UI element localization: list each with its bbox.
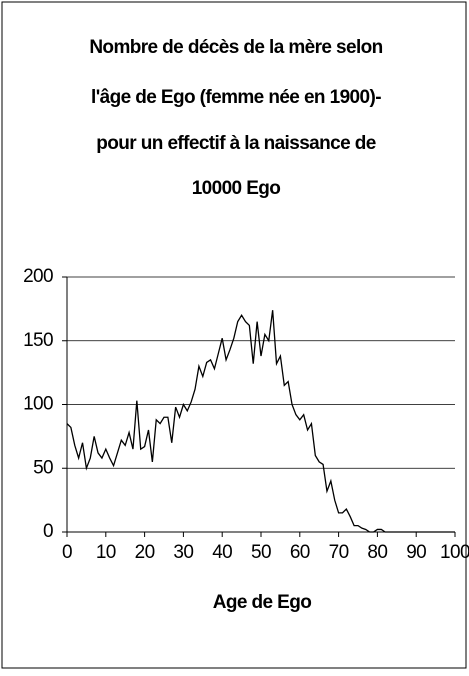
chart-title: l'âge de Ego (femme née en 1900)- — [91, 87, 381, 108]
x-tick-label: 30 — [173, 542, 193, 563]
x-tick-label: 60 — [290, 542, 310, 563]
y-tick-label: 50 — [33, 457, 53, 478]
y-tick-label: 150 — [23, 330, 53, 351]
x-axis-label: Age de Ego — [213, 592, 312, 613]
chart-title: pour un effectif à la naissance de — [96, 133, 375, 154]
y-tick-label: 0 — [43, 521, 53, 542]
x-tick-label: 50 — [251, 542, 271, 563]
x-tick-label: 0 — [62, 542, 72, 563]
x-tick-label: 80 — [367, 542, 387, 563]
y-tick-label: 200 — [23, 266, 53, 287]
x-tick-label: 20 — [135, 542, 155, 563]
x-tick-label: 100 — [440, 542, 469, 563]
x-tick-label: 10 — [96, 542, 116, 563]
x-tick-label: 70 — [329, 542, 349, 563]
y-tick-label: 100 — [23, 394, 53, 415]
data-line — [66, 310, 455, 533]
x-tick-label: 40 — [212, 542, 232, 563]
x-tick-label: 90 — [406, 542, 426, 563]
chart-title: Nombre de décès de la mère selon — [89, 37, 382, 58]
chart-title: 10000 Ego — [192, 178, 281, 199]
